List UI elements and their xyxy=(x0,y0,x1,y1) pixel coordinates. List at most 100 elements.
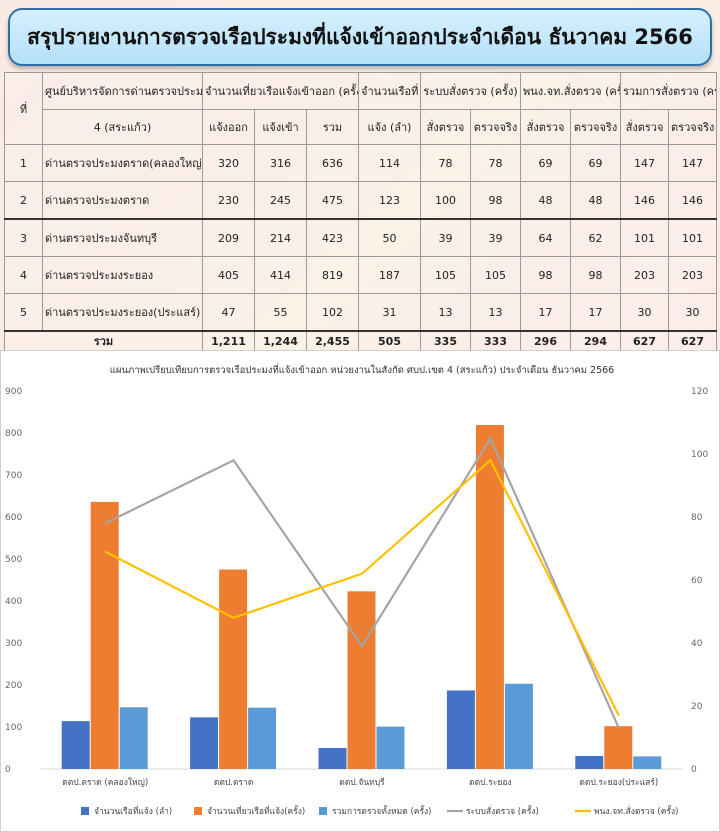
cell-off-o: 17 xyxy=(520,293,572,332)
y-tick-label: 900 xyxy=(5,387,22,397)
bar-1 xyxy=(575,755,604,769)
total-officer-actual: 294 xyxy=(570,330,622,351)
bar-3 xyxy=(504,683,533,769)
x-tick-label: ดตป.ตราด (คลองใหญ่) xyxy=(62,777,148,788)
cell-boats: 114 xyxy=(358,144,421,182)
table-row: 3 ด่านตรวจประมงจันทบุรี 209 214 423 50 39 39 64 6… xyxy=(4,218,718,257)
bar-1 xyxy=(318,748,347,769)
legend-label: ระบบสั่งตรวจ (ครั้ง) xyxy=(466,805,539,817)
cell-sum-o: 146 xyxy=(620,181,670,220)
total-system-ordered: 335 xyxy=(420,330,471,351)
col-trips-out-header: แจ้งออก xyxy=(202,109,255,145)
bar-1 xyxy=(446,690,475,769)
col-officer-actual-header: ตรวจจริง xyxy=(570,109,622,145)
cell-off-o: 48 xyxy=(520,181,572,220)
cell-name: ด่านตรวจประมงจันทบุรี xyxy=(42,218,203,257)
cell-boats: 50 xyxy=(358,218,421,257)
total-row: รวม 1,211 1,244 2,455 505 335 333 296 29… xyxy=(4,330,718,351)
cell-sys-a: 13 xyxy=(469,293,522,332)
legend-label: จำนวนเรือที่แจ้ง (ลำ) xyxy=(94,805,172,817)
y-tick-label: 300 xyxy=(5,639,22,649)
cell-off-a: 62 xyxy=(570,218,622,257)
line-series-5 xyxy=(104,458,620,716)
cell-sys-o: 78 xyxy=(420,144,471,182)
y2-tick-label: 80 xyxy=(691,513,703,523)
cell-no: 1 xyxy=(4,144,43,182)
col-officer-header: พนง.จท.สั่งตรวจ (ครั้ง) xyxy=(520,72,622,110)
cell-off-o: 64 xyxy=(520,218,572,257)
cell-in: 214 xyxy=(254,218,307,257)
cell-sum-a: 147 xyxy=(668,144,718,182)
cell-out: 209 xyxy=(202,218,255,257)
col-system-ordered-header: สั่งตรวจ xyxy=(420,109,471,145)
total-out: 1,211 xyxy=(202,330,255,351)
cell-off-o: 69 xyxy=(520,144,572,182)
cell-in: 414 xyxy=(254,256,307,294)
y2-tick-label: 20 xyxy=(691,702,703,712)
cell-out: 47 xyxy=(202,293,255,332)
comparison-chart: แผนภาพเปรียบเทียบการตรวจเรือประมงที่แจ้ง… xyxy=(0,350,720,832)
cell-boats: 187 xyxy=(358,256,421,294)
y-tick-label: 200 xyxy=(5,681,22,691)
cell-name: ด่านตรวจประมงตราด(คลองใหญ่) xyxy=(42,144,203,182)
cell-boats: 123 xyxy=(358,181,421,220)
col-trips-in-header: แจ้งเข้า xyxy=(254,109,307,145)
cell-in: 316 xyxy=(254,144,307,182)
cell-sum-a: 101 xyxy=(668,218,718,257)
cell-boats: 31 xyxy=(358,293,421,332)
cell-no: 2 xyxy=(4,181,43,220)
bar-3 xyxy=(119,707,148,769)
report-header: สรุปรายงานการตรวจเรือประมงที่แจ้งเข้าออก… xyxy=(8,8,712,66)
cell-in: 55 xyxy=(254,293,307,332)
total-system-actual: 333 xyxy=(469,330,522,351)
cell-off-a: 98 xyxy=(570,256,622,294)
cell-out: 405 xyxy=(202,256,255,294)
x-tick-label: ดตป.ตราด xyxy=(214,778,254,788)
cell-out: 320 xyxy=(202,144,255,182)
cell-off-a: 17 xyxy=(570,293,622,332)
y-tick-label: 400 xyxy=(5,597,22,607)
col-sum-header: รวมการสั่งตรวจ (ครั้ง) xyxy=(620,72,718,110)
table-row: 4 ด่านตรวจประมงระยอง 405 414 819 187 105 105 98 9… xyxy=(4,256,718,294)
y2-tick-label: 100 xyxy=(691,450,708,460)
legend-label: จำนวนเที่ยวเรือที่แจ้ง(ครั้ง) xyxy=(207,805,305,817)
cell-no: 3 xyxy=(4,218,43,257)
total-officer-ordered: 296 xyxy=(520,330,572,351)
y-tick-label: 500 xyxy=(5,555,22,565)
total-label: รวม xyxy=(4,330,203,351)
cell-in: 245 xyxy=(254,181,307,220)
table-row: 1 ด่านตรวจประมงตราด(คลองใหญ่) 320 316 636 114… xyxy=(4,144,718,182)
cell-total: 423 xyxy=(306,218,359,257)
chart-svg: แผนภาพเปรียบเทียบการตรวจเรือประมงที่แจ้ง… xyxy=(5,363,708,817)
col-center-header: ศูนย์บริหารจัดการด่านตรวจประมงเขต xyxy=(42,72,203,110)
total-boats: 505 xyxy=(358,330,421,351)
legend-label: พนง.จท.สั่งตรวจ (ครั้ง) xyxy=(594,805,678,817)
bar-3 xyxy=(248,707,277,769)
col-boats-header-2: แจ้ง (ลำ) xyxy=(358,109,421,145)
cell-total: 475 xyxy=(306,181,359,220)
report-title: สรุปรายงานการตรวจเรือประมงที่แจ้งเข้าออก… xyxy=(27,24,693,49)
cell-sum-o: 30 xyxy=(620,293,670,332)
cell-sum-a: 203 xyxy=(668,256,718,294)
bar-3 xyxy=(376,726,405,769)
bar-2 xyxy=(219,569,248,769)
bar-1 xyxy=(190,717,219,769)
cell-off-a: 69 xyxy=(570,144,622,182)
cell-sys-o: 13 xyxy=(420,293,471,332)
cell-name: ด่านตรวจประมงระยอง xyxy=(42,256,203,294)
cell-sys-o: 105 xyxy=(420,256,471,294)
col-sum-ordered-header: สั่งตรวจ xyxy=(620,109,670,145)
x-tick-label: ดตป.ระยอง xyxy=(469,778,512,788)
y2-tick-label: 60 xyxy=(691,576,703,586)
cell-sys-a: 105 xyxy=(469,256,522,294)
col-trips-total-header: รวม xyxy=(306,109,359,145)
col-system-header: ระบบสั่งตรวจ (ครั้ง) xyxy=(419,72,522,110)
bar-2 xyxy=(347,591,376,769)
cell-no: 4 xyxy=(4,256,43,294)
col-system-actual-header: ตรวจจริง xyxy=(469,109,522,145)
y-tick-label: 800 xyxy=(5,429,22,439)
legend-swatch xyxy=(319,807,327,815)
table-row: 5 ด่านตรวจประมงระยอง(ประแสร์) 47 55 102 31 13 1… xyxy=(4,293,718,332)
bar-3 xyxy=(633,756,662,769)
y2-tick-label: 40 xyxy=(691,639,703,649)
